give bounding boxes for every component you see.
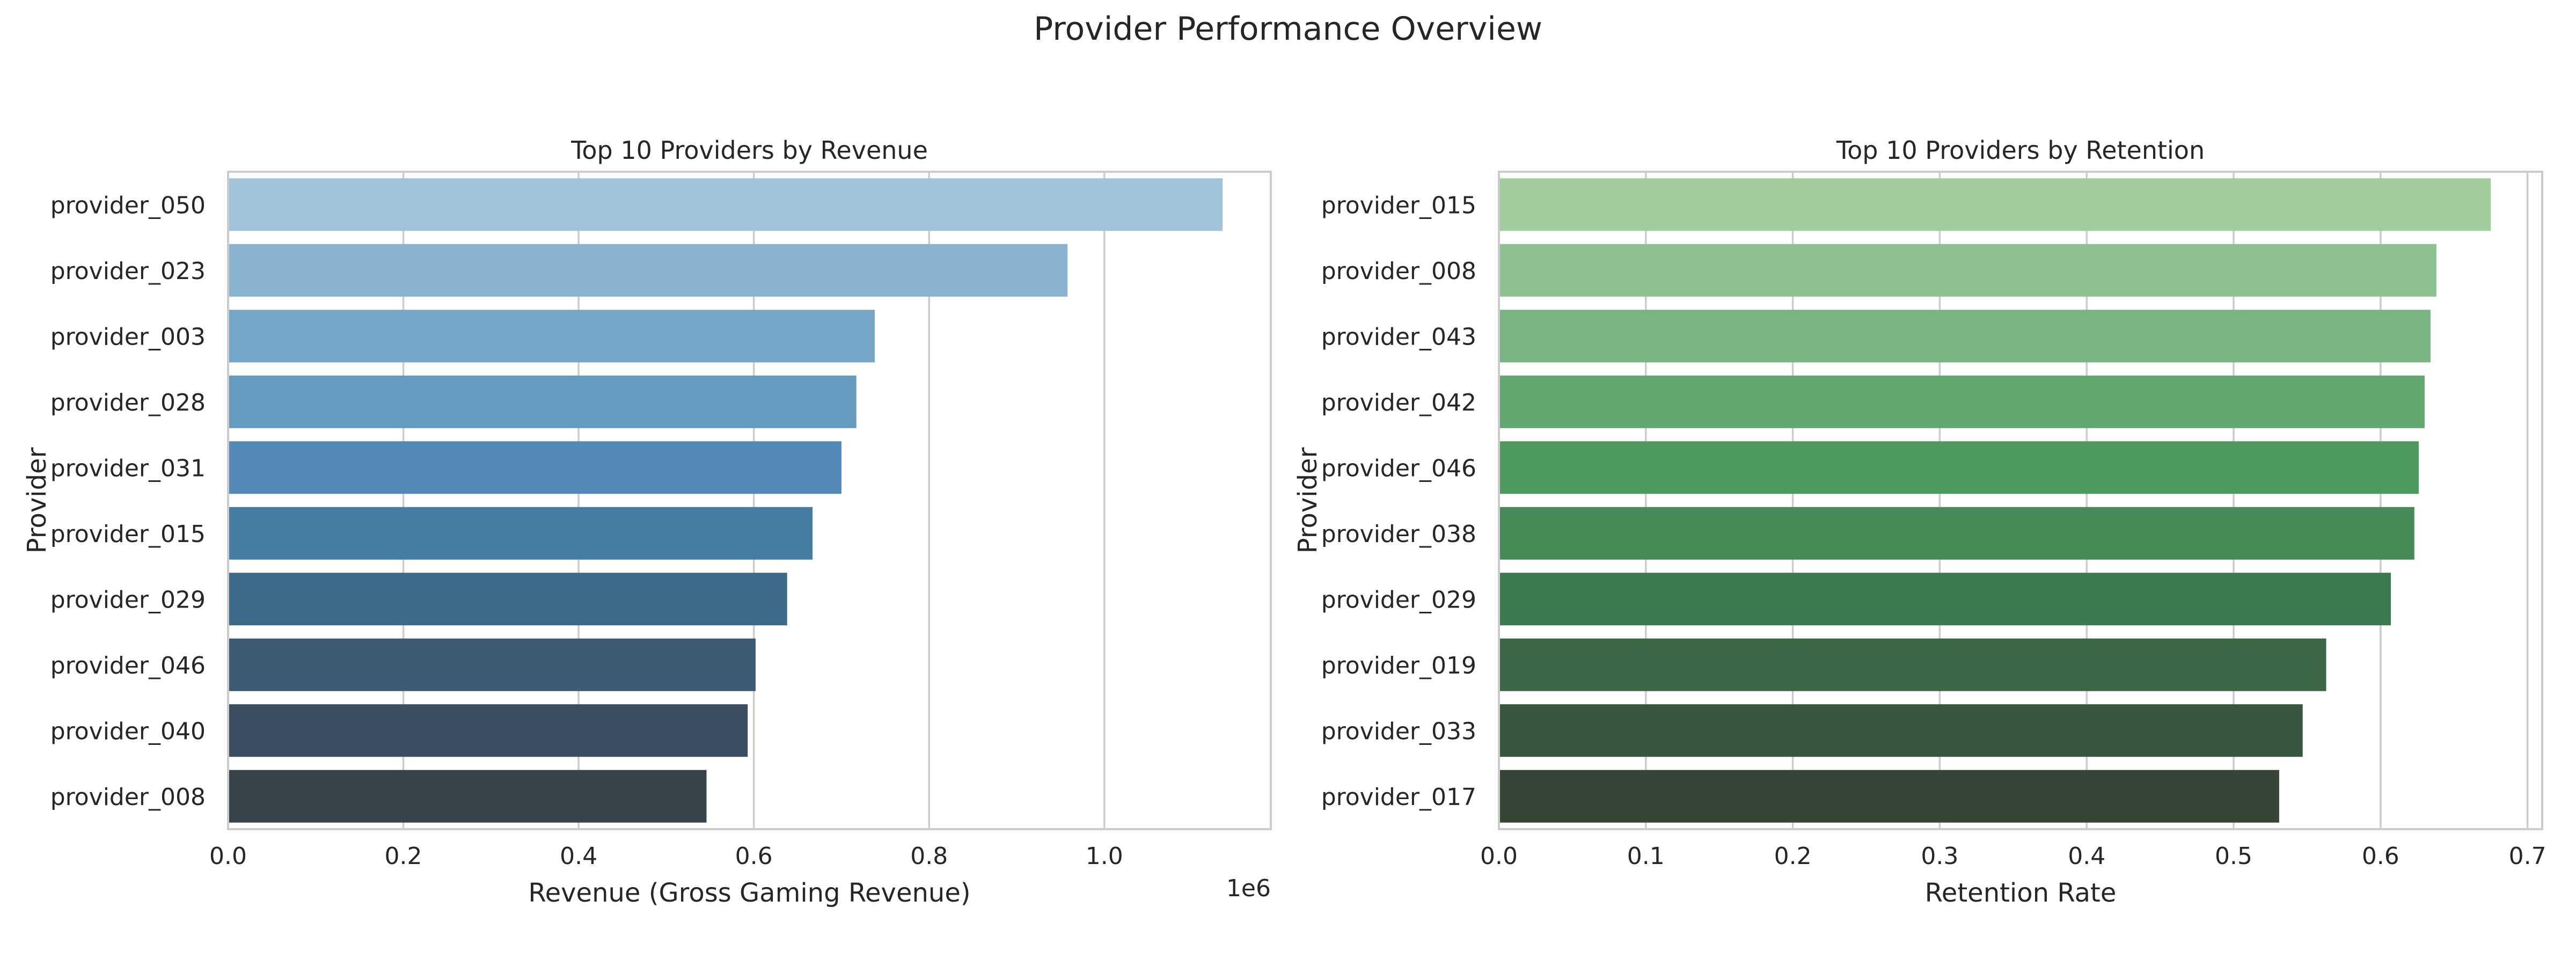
chart-2-bar bbox=[1499, 441, 2419, 494]
chart-1-category-label: provider_046 bbox=[50, 652, 206, 679]
chart-2-category-label: provider_033 bbox=[1321, 718, 1476, 745]
chart-2-category-label: provider_043 bbox=[1321, 323, 1476, 350]
chart-2-x-axis-label: Retention Rate bbox=[1925, 878, 2117, 908]
chart-1-bar bbox=[228, 375, 857, 428]
chart-1-y-axis-label: Provider bbox=[22, 447, 52, 553]
chart-1-bar bbox=[228, 244, 1068, 297]
chart-2-bar bbox=[1499, 310, 2431, 363]
chart-2-bar bbox=[1499, 704, 2303, 757]
chart-1-bar bbox=[228, 310, 875, 363]
chart-1-x-tick-label: 0.8 bbox=[910, 843, 948, 870]
chart-2-bar bbox=[1499, 770, 2279, 823]
chart-2-title: Top 10 Providers by Retention bbox=[1836, 136, 2205, 165]
chart-1-category-label: provider_008 bbox=[50, 784, 206, 811]
chart-1-bar bbox=[228, 704, 748, 757]
chart-2-bar bbox=[1499, 375, 2425, 428]
chart-2-x-tick-label: 0.0 bbox=[1480, 843, 1518, 870]
chart-2-category-label: provider_015 bbox=[1321, 192, 1476, 219]
chart-2-x-tick-label: 0.4 bbox=[2068, 843, 2105, 870]
chart-1-bar bbox=[228, 507, 813, 560]
chart-2-category-label: provider_029 bbox=[1321, 586, 1476, 613]
chart-2-y-axis-label: Provider bbox=[1293, 447, 1323, 553]
chart-2-bar bbox=[1499, 178, 2491, 231]
chart-1-bar bbox=[228, 573, 787, 626]
chart-1-title: Top 10 Providers by Revenue bbox=[570, 136, 928, 165]
chart-1-bar bbox=[228, 178, 1223, 231]
chart-2-panel: provider_015 provider_008 provider_043prov… bbox=[1293, 136, 2546, 908]
chart-1-plot-frame bbox=[227, 171, 1272, 830]
chart-2-plot-frame bbox=[1498, 171, 2543, 830]
chart-2-x-tick-label: 0.1 bbox=[1627, 843, 1665, 870]
chart-2-x-tick-label: 0.6 bbox=[2362, 843, 2399, 870]
chart-1-x-offset-label: 1e6 bbox=[1226, 875, 1271, 902]
chart-1-category-label: provider_003 bbox=[50, 323, 206, 350]
chart-2-category-label: provider_042 bbox=[1321, 389, 1476, 416]
chart-1-panel: provider_050 provider_023 provider_003prov… bbox=[22, 136, 1272, 908]
chart-1-category-label: provider_029 bbox=[50, 586, 206, 613]
chart-panels: provider_050provider_023provider_003prov… bbox=[22, 136, 2546, 908]
chart-1-category-label: provider_028 bbox=[50, 389, 206, 416]
chart-1-x-tick-label: 0.6 bbox=[735, 843, 773, 870]
chart-2-bar bbox=[1499, 573, 2391, 626]
chart-2-category-label: provider_046 bbox=[1321, 455, 1476, 482]
chart-1-bar bbox=[228, 638, 756, 691]
chart-1-x-tick-label: 1.0 bbox=[1086, 843, 1123, 870]
chart-2-bar bbox=[1499, 507, 2414, 560]
chart-1-category-label: provider_015 bbox=[50, 521, 206, 548]
chart-2-bar bbox=[1499, 638, 2326, 691]
chart-1-category-label: provider_031 bbox=[50, 455, 206, 482]
chart-1-bar bbox=[228, 441, 841, 494]
chart-2-x-tick-label: 0.5 bbox=[2215, 843, 2252, 870]
chart-1-category-label: provider_050 bbox=[50, 192, 206, 219]
chart-1-category-label: provider_040 bbox=[50, 718, 206, 745]
chart-2-x-tick-label: 0.7 bbox=[2509, 843, 2546, 870]
chart-2-category-label: provider_019 bbox=[1321, 652, 1476, 679]
chart-1-x-tick-label: 0.4 bbox=[560, 843, 597, 870]
chart-1-bar bbox=[228, 770, 707, 823]
chart-2-x-tick-label: 0.2 bbox=[1774, 843, 1812, 870]
chart-2-bar bbox=[1499, 244, 2436, 297]
chart-2-category-label: provider_038 bbox=[1321, 521, 1476, 548]
figure-title: Provider Performance Overview bbox=[1034, 10, 1542, 48]
chart-2-x-tick-label: 0.3 bbox=[1921, 843, 1958, 870]
chart-1-x-tick-label: 0.0 bbox=[209, 843, 247, 870]
chart-1-category-label: provider_023 bbox=[50, 258, 206, 285]
chart-1-x-tick-label: 0.2 bbox=[385, 843, 422, 870]
chart-1-x-axis-label: Revenue (Gross Gaming Revenue) bbox=[528, 878, 970, 908]
chart-2-category-label: provider_017 bbox=[1321, 784, 1476, 811]
chart-2-category-label: provider_008 bbox=[1321, 258, 1476, 285]
